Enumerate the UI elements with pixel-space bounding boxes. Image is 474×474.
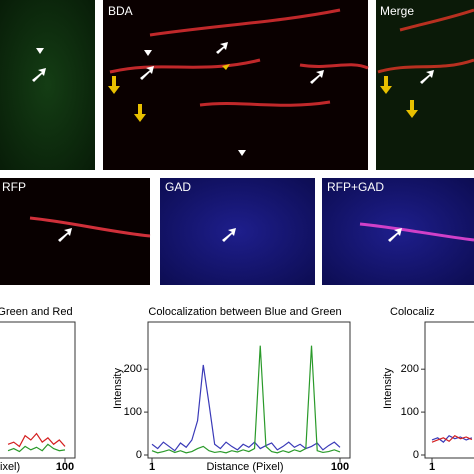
panel-label: Merge (380, 4, 414, 18)
x-tick-label: 1 (429, 461, 435, 473)
panel-label: RFP+GAD (327, 180, 384, 194)
panel-label: RFP (2, 180, 26, 194)
image-row-top: BDA Merge (0, 0, 474, 170)
fiber (359, 222, 474, 242)
chart-title: Green and Red (0, 306, 73, 318)
chart-title: Colocalization between Blue and Green (148, 306, 341, 318)
image-bda (103, 0, 368, 170)
x-axis-label: ixel) (0, 461, 20, 473)
image-green (0, 0, 95, 170)
arrows (58, 228, 402, 242)
image-merge (376, 0, 474, 170)
x-tick-label: 100 (331, 461, 349, 473)
arrows (32, 42, 434, 156)
y-tick-label: 100 (401, 406, 419, 418)
plot-frame (0, 321, 76, 459)
fiber (29, 216, 151, 238)
chart-title: Colocaliz (390, 306, 435, 318)
y-axis-label: Intensity (382, 368, 394, 409)
y-tick-label: 100 (124, 406, 142, 418)
image-gad (160, 178, 315, 285)
plot-frame (424, 321, 474, 459)
panel-label: GAD (165, 180, 191, 194)
plot-frame (147, 321, 351, 459)
image-row-bottom: RFP GAD RFP+GAD (0, 178, 474, 285)
x-tick-label: 100 (56, 461, 74, 473)
series-line (431, 434, 473, 443)
x-axis-label: Distance (Pixel) (206, 461, 283, 473)
series-line (7, 432, 66, 448)
x-tick-label: 1 (149, 461, 155, 473)
arrows-yellow (108, 64, 418, 122)
fiber (377, 8, 474, 74)
series-line (7, 443, 66, 453)
y-tick-label: 0 (413, 449, 419, 461)
series-line (151, 364, 341, 452)
y-axis-label: Intensity (112, 368, 124, 409)
fiber (109, 8, 369, 107)
panel-label: BDA (108, 4, 133, 18)
series-line (431, 434, 473, 443)
y-tick-label: 0 (136, 449, 142, 461)
series-line (151, 345, 341, 454)
y-tick-label: 200 (124, 363, 142, 375)
y-tick-label: 200 (401, 363, 419, 375)
